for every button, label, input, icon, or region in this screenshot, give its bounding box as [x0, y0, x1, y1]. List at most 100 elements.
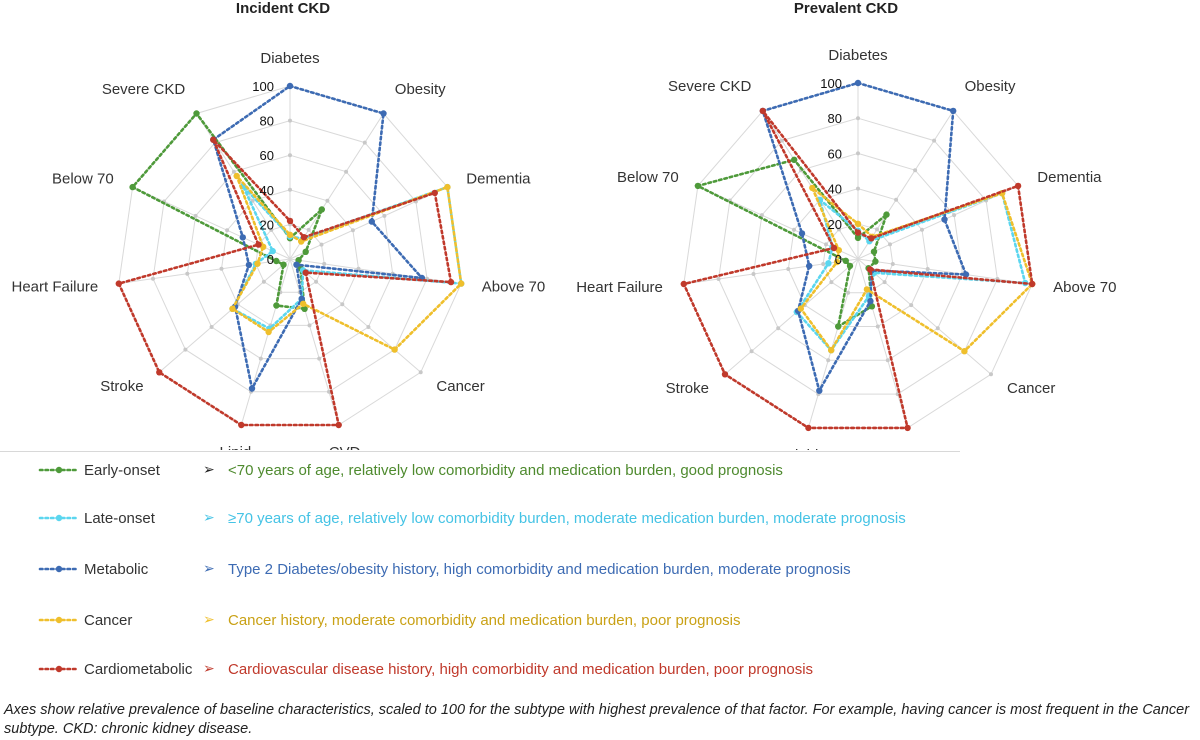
grid-ring-80 — [718, 117, 998, 395]
point-early-onset-stroke — [846, 262, 854, 270]
point-cardiometabolic-below-70 — [255, 241, 262, 248]
point-cardiometabolic-heart-failure — [680, 280, 687, 288]
grid-tick-dot — [317, 356, 322, 361]
grid-ring-60 — [752, 152, 964, 361]
axis-label-heart-failure: Heart Failure — [11, 279, 98, 296]
grid-tick-dot — [325, 198, 330, 203]
axis-label-cancer: Cancer — [436, 378, 484, 395]
point-cancer-cvd — [300, 300, 307, 307]
grid-tick-dot — [362, 140, 367, 145]
spoke-heart-failure — [118, 258, 291, 285]
grid-tick-dot — [307, 323, 312, 328]
grid-tick-dot — [193, 213, 198, 218]
tick-label-0: 0 — [835, 252, 842, 267]
axis-label-above-70: Above 70 — [482, 279, 545, 296]
point-metabolic-above-70 — [962, 271, 970, 278]
point-cancer-above-70 — [458, 280, 465, 287]
point-cardiometabolic-heart-failure — [115, 280, 123, 287]
point-cancer-stroke — [797, 305, 804, 312]
legend-description: ≥70 years of age, relatively low comorbi… — [228, 510, 906, 527]
point-early-onset-below-70 — [129, 183, 136, 191]
point-cardiometabolic-lipid — [805, 424, 812, 432]
point-cancer-diabetes — [286, 231, 294, 238]
point-cardiometabolic-diabetes — [286, 217, 294, 225]
axis-label-dementia: Dementia — [466, 171, 531, 188]
grid-tick-dot — [269, 227, 274, 232]
early-onset-swatch-icon — [38, 466, 80, 474]
spoke-stroke — [158, 258, 291, 373]
grid-tick-dot — [885, 358, 890, 363]
arrow-bullet-icon: ➢ — [203, 560, 215, 576]
point-cancer-cancer — [391, 346, 398, 353]
point-metabolic-dementia — [368, 218, 375, 225]
grid-tick-dot — [776, 326, 781, 331]
grid-tick-dot — [288, 187, 292, 192]
tick-label-20: 20 — [260, 217, 274, 232]
swatch-dot — [55, 665, 63, 673]
point-metabolic-diabetes — [286, 82, 294, 90]
grid-tick-dot — [319, 242, 324, 247]
point-early-onset-obesity — [318, 206, 325, 213]
axis-label-diabetes: Diabetes — [828, 47, 887, 64]
point-cardiometabolic-severe-ckd — [210, 136, 217, 143]
legend-row-late-onset: Late-onset ➢ ≥70 years of age, relativel… — [0, 507, 1200, 531]
grid-tick-dot — [920, 227, 924, 232]
grid-tick-dot — [749, 349, 754, 354]
grid-tick-dot — [824, 242, 828, 247]
swatch-dot — [55, 514, 63, 522]
grid-ring-40 — [220, 189, 360, 326]
grid-tick-dot — [356, 266, 361, 271]
point-cancer-cancer — [961, 348, 968, 355]
point-cardiometabolic-cancer — [302, 269, 309, 276]
legend-divider — [0, 451, 960, 452]
axis-label-lipid: Lipid — [787, 447, 819, 450]
point-metabolic-heart-failure — [806, 262, 813, 270]
point-metabolic-dementia — [941, 216, 948, 223]
point-metabolic-obesity — [380, 110, 387, 117]
grid-tick-dot — [751, 272, 756, 276]
grid-tick-dot — [846, 290, 851, 295]
grid-tick-dot — [288, 118, 292, 123]
axis-label-severe-ckd: Severe CKD — [668, 78, 752, 95]
spoke-cancer — [289, 258, 422, 373]
legend-name: Cancer — [84, 612, 133, 629]
legend-name: Early-onset — [84, 462, 160, 479]
axis-label-stroke: Stroke — [100, 378, 143, 395]
tick-label-60: 60 — [260, 148, 274, 163]
incident-ckd-radar: 0 20 40 60 80 100 Diabetes Obesity Dementia Above… — [11, 50, 545, 450]
point-cancer-heart-failure — [254, 260, 261, 267]
point-metabolic-cancer — [293, 261, 300, 268]
point-cardiometabolic-obesity — [300, 234, 308, 241]
grid-tick-dot — [340, 302, 345, 307]
grid-tick-dot — [786, 267, 791, 271]
point-metabolic-cvd — [867, 298, 874, 305]
series-line-cardiometabolic — [116, 138, 453, 427]
grid-tick-dot — [888, 242, 892, 247]
point-metabolic-obesity — [950, 107, 957, 115]
spoke-severe-ckd — [762, 110, 859, 260]
point-cancer-cvd — [863, 286, 871, 293]
point-early-onset-diabetes — [854, 234, 862, 242]
grid-tick-dot — [856, 151, 860, 156]
point-metabolic-lipid — [816, 387, 823, 394]
point-cancer-dementia — [444, 183, 451, 191]
axis-label-below-70: Below 70 — [617, 169, 679, 186]
grid-tick-dot — [258, 356, 263, 361]
point-cancer-severe-ckd — [233, 172, 240, 180]
tick-label-80: 80 — [260, 114, 274, 129]
point-cardiometabolic-cvd — [335, 421, 342, 429]
point-early-onset-heart-failure — [842, 257, 849, 264]
grid-tick-dot — [344, 169, 349, 174]
axis-label-obesity: Obesity — [965, 78, 1016, 95]
grid-tick-dot — [350, 228, 355, 233]
point-cardiometabolic-above-70 — [1029, 280, 1036, 288]
arrow-bullet-icon: ➢ — [203, 509, 215, 525]
grid-tick-dot — [932, 138, 937, 143]
grid-tick-dot — [890, 262, 895, 266]
point-metabolic-lipid — [248, 385, 256, 392]
grid-tick-dot — [306, 227, 311, 232]
tick-label-100: 100 — [820, 76, 842, 91]
tick-label-0: 0 — [267, 252, 274, 267]
prevalent-ckd-radar: 0 20 40 60 80 100 Diabetes Obesity Dementia Above… — [576, 47, 1116, 450]
axis-label-diabetes: Diabetes — [260, 50, 319, 67]
